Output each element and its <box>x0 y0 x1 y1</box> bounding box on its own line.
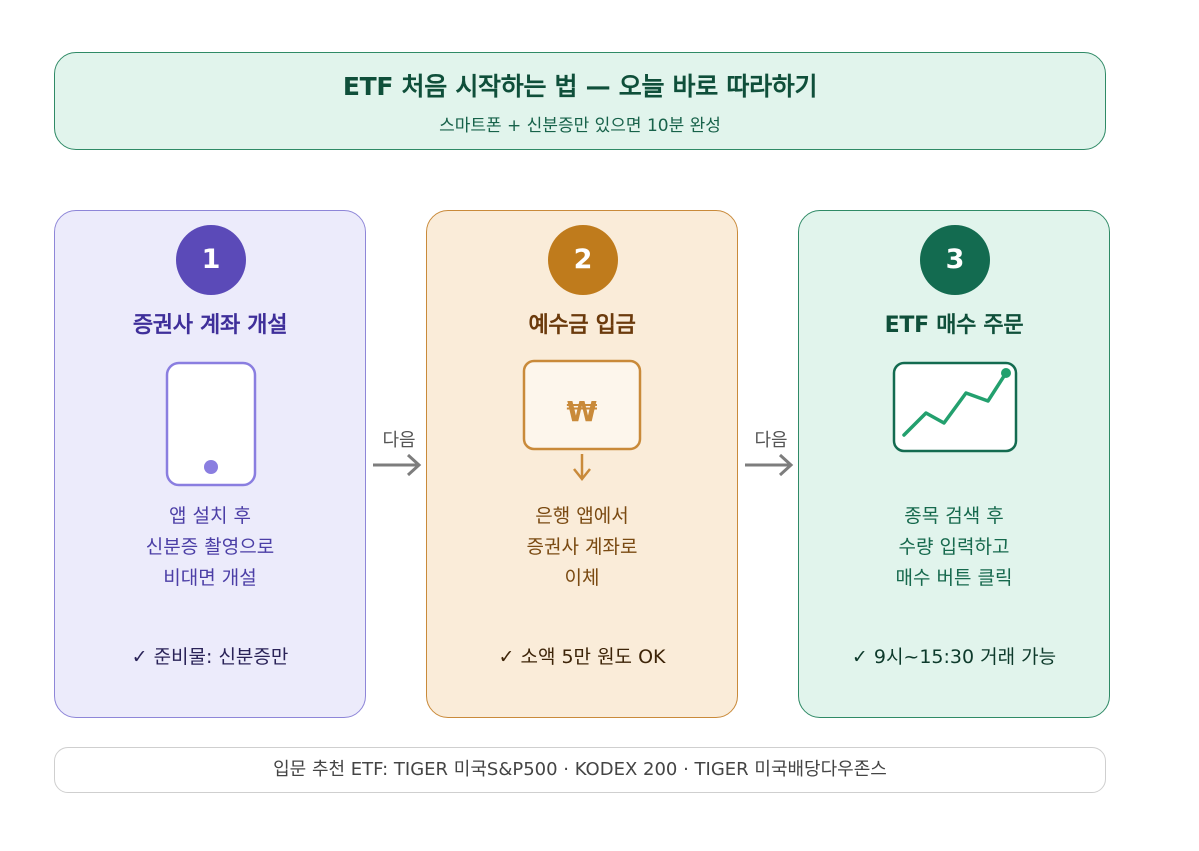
right-arrow-icon <box>373 453 422 477</box>
desc-line: 신분증 촬영으로 <box>145 536 275 558</box>
step-description: 종목 검색 후 수량 입력하고 매수 버튼 클릭 <box>799 501 1109 594</box>
desc-line: 종목 검색 후 <box>904 505 1004 527</box>
desc-line: 비대면 개설 <box>163 567 257 589</box>
desc-line: 매수 버튼 클릭 <box>895 567 1013 589</box>
next-label: 다음 <box>382 430 416 451</box>
step-number-badge: 1 <box>176 225 246 295</box>
svg-text:₩: ₩ <box>567 395 598 428</box>
desc-line: 은행 앱에서 <box>535 505 629 527</box>
step-description: 앱 설치 후 신분증 촬영으로 비대면 개설 <box>55 501 365 594</box>
step-note: ✓ 준비물: 신분증만 <box>131 646 289 668</box>
step-title: ETF 매수 주문 <box>884 313 1024 338</box>
desc-line: 수량 입력하고 <box>898 536 1010 558</box>
step-number-badge: 2 <box>548 225 618 295</box>
step-title: 증권사 계좌 개설 <box>132 313 288 338</box>
desc-line: 증권사 계좌로 <box>526 536 638 558</box>
step-description: 은행 앱에서 증권사 계좌로 이체 <box>427 501 737 594</box>
step-note: ✓ 9시~15:30 거래 가능 <box>851 646 1057 668</box>
page-subtitle: 스마트폰 + 신분증만 있으면 10분 완성 <box>439 116 721 136</box>
step-note: ✓ 소액 5만 원도 OK <box>498 646 666 668</box>
step-number-badge: 3 <box>920 225 990 295</box>
desc-line: 앱 설치 후 <box>169 505 251 527</box>
step-title: 예수금 입금 <box>528 313 636 338</box>
desc-line: 이체 <box>564 567 600 589</box>
next-label: 다음 <box>754 430 788 451</box>
right-arrow-icon <box>745 453 794 477</box>
won-deposit-icon: ₩ <box>522 359 644 489</box>
page-title: ETF 처음 시작하는 법 — 오늘 바로 따라하기 <box>342 72 818 101</box>
recommended-etf-bar: 입문 추천 ETF: TIGER 미국S&P500 · KODEX 200 · … <box>54 747 1106 793</box>
step-card-3: 3 ETF 매수 주문 종목 검색 후 수량 입력하고 매수 버튼 클릭 ✓ 9… <box>798 210 1110 718</box>
next-arrow-1: 다음 <box>369 426 429 486</box>
next-arrow-2: 다음 <box>741 426 801 486</box>
title-banner: ETF 처음 시작하는 법 — 오늘 바로 따라하기 스마트폰 + 신분증만 있… <box>54 52 1106 150</box>
step-card-2: 2 예수금 입금 ₩ 은행 앱에서 증권사 계좌로 이체 ✓ 소액 5만 원도 … <box>426 210 738 718</box>
smartphone-icon <box>165 361 257 491</box>
rising-chart-icon <box>892 361 1018 457</box>
step-card-1: 1 증권사 계좌 개설 앱 설치 후 신분증 촬영으로 비대면 개설 ✓ 준비물… <box>54 210 366 718</box>
